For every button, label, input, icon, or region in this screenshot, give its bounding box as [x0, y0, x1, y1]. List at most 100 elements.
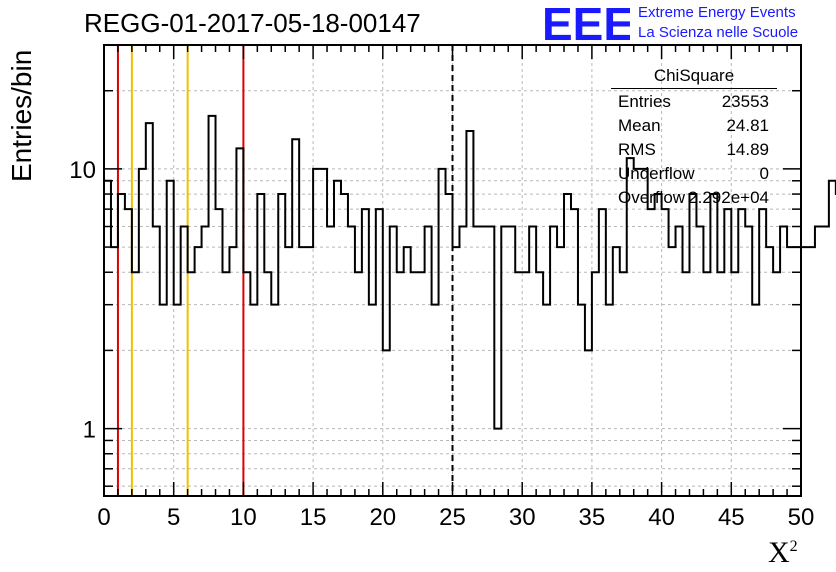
histogram-bin	[669, 247, 676, 496]
histogram-bin	[829, 181, 836, 496]
histogram-bin	[411, 272, 418, 496]
histogram-bin	[139, 169, 146, 496]
histogram-bin	[683, 272, 690, 496]
histogram-bin	[606, 305, 613, 496]
histogram-bin	[341, 194, 348, 496]
histogram-bin	[167, 181, 174, 496]
histogram-bin	[257, 194, 264, 496]
histogram-bin	[522, 272, 529, 496]
histogram-bin	[306, 247, 313, 496]
histogram-bin	[801, 247, 808, 496]
stats-value: 14.89	[726, 140, 769, 159]
histogram-bin	[376, 209, 383, 496]
histogram-bin	[745, 227, 752, 496]
histogram-bin	[160, 305, 167, 496]
histogram-bin	[432, 305, 439, 496]
x-tick-label: 15	[300, 504, 327, 531]
histogram-bin	[564, 194, 571, 496]
histogram-bin	[404, 247, 411, 496]
stats-row-entries: Entries 23553	[611, 89, 777, 113]
eee-logo: EEE	[542, 2, 630, 44]
histogram-bin	[536, 272, 543, 496]
histogram-bin	[111, 247, 118, 496]
histogram-bin	[662, 209, 669, 496]
histogram-bin	[759, 209, 766, 496]
histogram-bin	[202, 227, 209, 496]
x-tick-label: 30	[509, 504, 536, 531]
stats-key: Underflow	[618, 164, 695, 183]
histogram-bin	[355, 272, 362, 496]
histogram-bin	[216, 209, 223, 496]
histogram-bin	[418, 272, 425, 496]
stats-key: Entries	[618, 92, 671, 111]
histogram-bin	[453, 247, 460, 496]
histogram-bin	[634, 169, 641, 496]
histogram-bin	[787, 247, 794, 496]
histogram-bin	[599, 209, 606, 496]
histogram-bin	[696, 227, 703, 496]
x-tick-label: 25	[439, 504, 466, 531]
x-tick-label: 40	[648, 504, 675, 531]
stats-box: ChiSquare Entries 23553 Mean 24.81 RMS 1…	[611, 66, 777, 209]
histogram-bin	[710, 194, 717, 496]
histogram-bin	[592, 272, 599, 496]
histogram-bin	[446, 194, 453, 496]
y-tick-label: 1	[83, 417, 96, 444]
histogram-bin	[292, 139, 299, 496]
histogram-bin	[585, 350, 592, 496]
histogram-bin	[529, 227, 536, 496]
histogram-bin	[209, 116, 216, 496]
stats-key: Overflow	[618, 188, 686, 207]
histogram-bin	[118, 194, 125, 496]
histogram-bin	[459, 227, 466, 496]
histogram-bin	[362, 209, 369, 496]
histogram-bin	[822, 227, 829, 496]
histogram-bin	[181, 227, 188, 496]
histogram-bin	[641, 169, 648, 496]
histogram-bin	[271, 305, 278, 496]
histogram-bin	[494, 429, 501, 496]
histogram-bin	[327, 227, 334, 496]
histogram-bin	[466, 131, 473, 496]
histogram-bin	[543, 305, 550, 496]
x-tick-label: 10	[230, 504, 257, 531]
histogram-bin	[480, 227, 487, 496]
y-tick-label: 10	[69, 157, 96, 184]
histogram-bin	[508, 227, 515, 496]
histogram-bin	[229, 247, 236, 496]
histogram-bin	[250, 305, 257, 496]
x-tick-label: 50	[788, 504, 815, 531]
x-tick-label: 35	[579, 504, 606, 531]
stats-value: 0	[759, 164, 769, 183]
histogram-bin	[285, 247, 292, 496]
histogram-bin	[320, 169, 327, 496]
histogram-bin	[487, 227, 494, 496]
histogram-bin	[676, 227, 683, 496]
y-axis-label: Entries/bin	[6, 49, 37, 182]
histogram-bin	[264, 272, 271, 496]
histogram-bin	[334, 181, 341, 496]
stats-value: 24.81	[726, 116, 769, 135]
histogram-bin	[132, 272, 139, 496]
histogram-bin	[473, 227, 480, 496]
histogram-bin	[195, 247, 202, 496]
histogram-bin	[125, 209, 132, 496]
axis-ticks	[103, 44, 802, 496]
stats-key: Mean	[618, 116, 661, 135]
x-tick-label: 20	[369, 504, 396, 531]
histogram-bin	[397, 272, 404, 496]
tick-labels: 0 5 10 15 20 25 30 35 40 45 50 1 10	[69, 157, 814, 531]
histogram-bin	[278, 194, 285, 496]
histogram-bin	[794, 247, 801, 496]
histogram-bin	[299, 247, 306, 496]
logo-line-2: La Scienza nelle Scuole	[638, 24, 799, 41]
histogram-bin	[703, 272, 710, 496]
logo-line-1: Extreme Energy Events	[638, 4, 796, 21]
histogram-bin	[439, 169, 446, 496]
x-tick-label: 0	[97, 504, 110, 531]
histogram-bin	[648, 209, 655, 496]
histogram-bin	[550, 227, 557, 496]
histogram-bin	[501, 227, 508, 496]
histogram-bin	[578, 305, 585, 496]
